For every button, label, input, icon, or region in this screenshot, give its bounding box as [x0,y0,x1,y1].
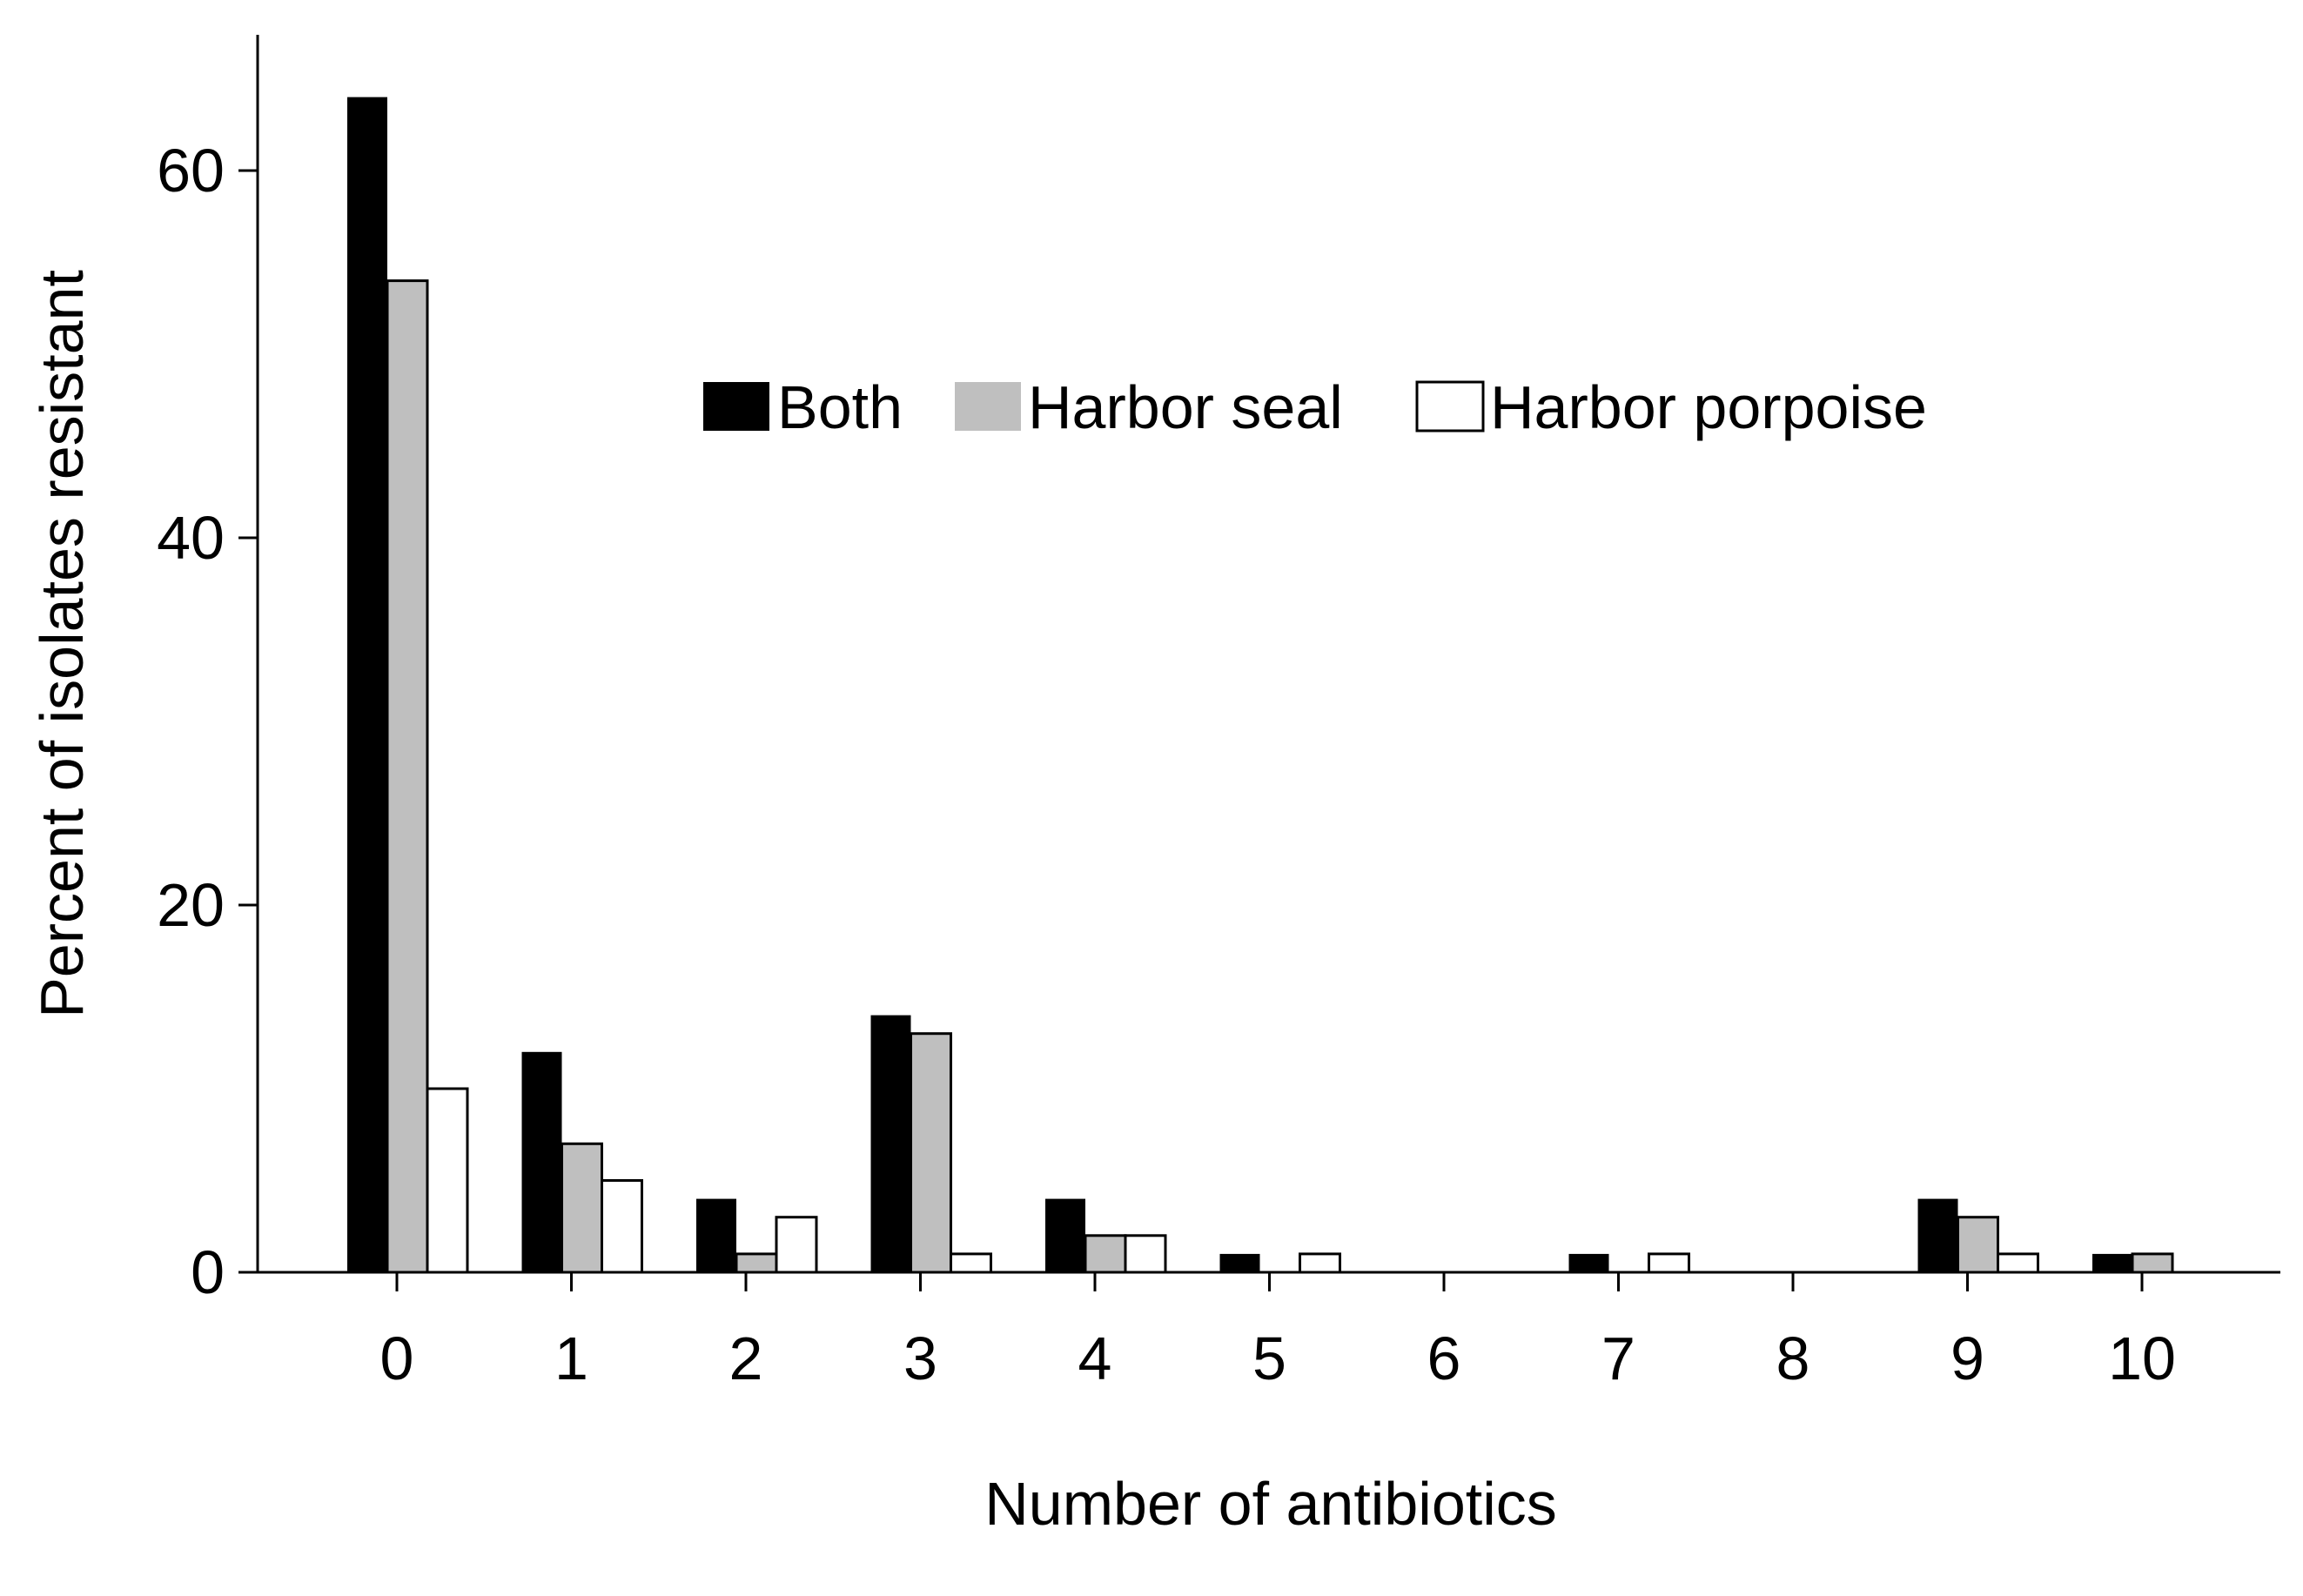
bar-harbor-seal-1 [561,1142,603,1274]
x-tick-label: 6 [1427,1324,1461,1392]
bars-layer [347,97,2174,1274]
bar-harbor-porpoise-1 [601,1179,643,1274]
x-tick-label: 10 [2108,1324,2176,1392]
bar-harbor-porpoise-5 [1299,1252,1341,1274]
bar-harbor-porpoise-2 [775,1216,818,1274]
bar-harbor-seal-4 [1084,1234,1127,1274]
bar-both-9 [1917,1198,1958,1272]
bar-both-10 [2092,1253,2132,1272]
bar-both-4 [1045,1198,1085,1272]
bar-harbor-porpoise-7 [1648,1252,1690,1274]
x-tick-label: 5 [1252,1324,1286,1392]
bar-harbor-porpoise-9 [1997,1252,2039,1274]
y-tick-label: 60 [157,137,225,205]
legend-swatch-both [703,382,769,431]
x-axis-label: Number of antibiotics [984,1470,1557,1538]
x-tick-label: 4 [1078,1324,1112,1392]
x-tick-label: 2 [729,1324,763,1392]
bar-both-0 [347,97,387,1273]
ticks-layer: 0 1 2 3 4 5 6 7 8 9 10 0 20 40 60 [157,137,2176,1392]
legend-label-both: Both [777,373,903,441]
legend-swatch-harbor-seal [955,382,1021,431]
x-tick-label: 3 [903,1324,937,1392]
bar-both-7 [1568,1253,1609,1272]
bar-both-1 [521,1051,562,1272]
bar-both-3 [870,1015,911,1272]
bar-both-5 [1219,1253,1260,1272]
x-tick-label: 9 [1950,1324,1984,1392]
bar-harbor-porpoise-3 [950,1252,992,1274]
x-tick-label: 7 [1601,1324,1635,1392]
bar-harbor-seal-10 [2131,1252,2174,1274]
y-axis-label: Percent of isolates resistant [28,270,96,1018]
y-tick-label: 20 [157,871,225,939]
bar-harbor-porpoise-0 [426,1087,469,1274]
x-tick-label: 0 [380,1324,414,1392]
legend-label-harbor-porpoise: Harbor porpoise [1490,373,1927,441]
bar-harbor-seal-0 [386,279,429,1274]
bar-harbor-seal-3 [910,1032,952,1274]
bar-harbor-porpoise-4 [1124,1234,1167,1274]
bar-harbor-seal-9 [1957,1216,1999,1274]
legend-swatch-harbor-porpoise [1415,380,1485,433]
legend-label-harbor-seal: Harbor seal [1028,373,1343,441]
bar-harbor-seal-2 [735,1252,778,1274]
bar-both-2 [696,1198,736,1272]
legend: Both Harbor seal Harbor porpoise [703,373,1927,441]
x-tick-label: 1 [554,1324,588,1392]
x-tick-label: 8 [1776,1324,1810,1392]
y-tick-label: 40 [157,504,225,572]
y-tick-label: 0 [191,1238,225,1306]
